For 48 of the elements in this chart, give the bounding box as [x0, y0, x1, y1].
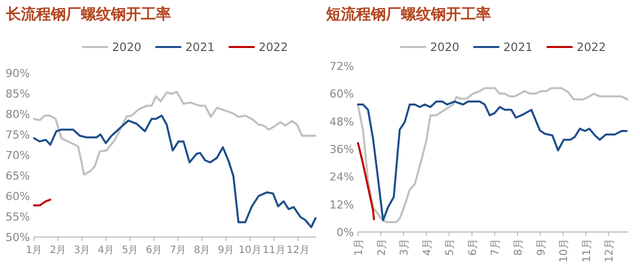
- x-tick-label: 12月: [286, 245, 310, 256]
- y-tick-label: 12%: [330, 198, 354, 212]
- y-tick-label: 50%: [6, 231, 30, 244]
- x-tick-label: 8月: [194, 245, 210, 256]
- y-tick-label: 65%: [6, 170, 30, 182]
- legend-label: 2020: [112, 40, 142, 54]
- x-tick-label: 4月: [421, 238, 434, 256]
- x-tick-label: 2月: [376, 238, 388, 256]
- x-tick-label: 1月: [26, 245, 42, 256]
- y-tick-label: 36%: [330, 143, 354, 156]
- y-tick-label: 55%: [6, 210, 30, 224]
- y-tick-label: 72%: [330, 60, 354, 73]
- y-tick-label: 70%: [6, 149, 30, 162]
- x-tick-label: 6月: [466, 238, 479, 256]
- y-tick-label: 0%: [336, 226, 354, 239]
- y-tick-label: 48%: [330, 115, 354, 128]
- title: 长流程钢厂螺纹钢开工率: [6, 5, 171, 23]
- legend-label: 2021: [185, 40, 215, 54]
- x-tick-label: 6月: [146, 245, 162, 256]
- x-tick-label: 8月: [512, 238, 524, 256]
- y-tick-label: 85%: [6, 88, 30, 100]
- legend-label: 2022: [258, 40, 288, 54]
- x-tick-label: 11月: [262, 245, 286, 256]
- y-tick-label: 75%: [6, 128, 30, 142]
- y-tick-label: 80%: [6, 108, 30, 121]
- y-tick-label: 90%: [6, 67, 30, 80]
- title: 短流程钢厂螺纹钢开工率: [326, 5, 491, 23]
- y-tick-label: 24%: [330, 170, 354, 184]
- legend-label: 2020: [430, 40, 460, 54]
- x-tick-label: 10月: [558, 238, 570, 262]
- x-tick-label: 5月: [444, 238, 456, 256]
- x-tick-label: 2月: [50, 245, 66, 256]
- x-tick-label: 5月: [122, 245, 138, 256]
- x-tick-label: 1月: [353, 238, 365, 256]
- x-tick-label: 10月: [238, 245, 262, 256]
- legend-label: 2022: [576, 40, 606, 54]
- x-tick-label: 7月: [170, 245, 186, 256]
- x-tick-label: 3月: [74, 245, 90, 256]
- x-tick-label: 9月: [218, 245, 234, 256]
- x-tick-label: 3月: [398, 238, 411, 256]
- legend-label: 2021: [503, 40, 533, 54]
- x-tick-label: 12月: [604, 238, 616, 262]
- y-tick-label: 60%: [6, 190, 30, 203]
- x-tick-label: 7月: [490, 238, 502, 256]
- x-tick-label: 4月: [98, 245, 114, 256]
- x-tick-label: 9月: [535, 238, 548, 256]
- x-tick-label: 11月: [580, 238, 593, 262]
- y-tick-label: 60%: [330, 88, 354, 101]
